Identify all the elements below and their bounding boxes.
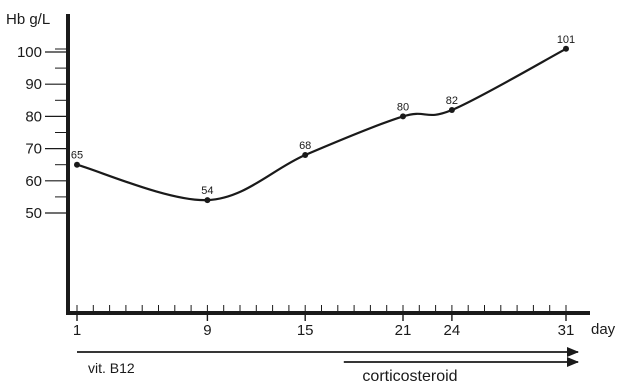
hb-series-line	[76, 47, 567, 202]
y-minor-ticks	[55, 48, 68, 198]
treatment-label: corticosteroid	[362, 368, 457, 384]
x-axis-label: day	[591, 321, 616, 338]
x-tick-label: 9	[203, 322, 211, 339]
y-tick-label: 100	[17, 44, 42, 61]
hb-data-points: 65 54 68 80 82 101	[71, 34, 575, 204]
x-tick-label: 24	[444, 322, 461, 339]
x-tick-label: 1	[73, 322, 81, 339]
data-label: 80	[397, 101, 409, 113]
data-label: 54	[201, 185, 213, 197]
treatment-arrows: vit. B12 corticosteroid	[77, 347, 579, 384]
y-tick-label: 90	[25, 76, 42, 93]
x-tick-label: 15	[297, 322, 314, 339]
x-minor-ticks	[76, 305, 567, 313]
data-point	[448, 106, 455, 113]
data-point	[400, 113, 406, 120]
y-tick-label: 60	[25, 173, 42, 190]
data-point	[74, 161, 80, 168]
y-tick-label: 70	[25, 141, 42, 158]
treatment-label: vit. B12	[88, 360, 135, 376]
x-axis-ticks: 1 9 15 21 24 31	[73, 313, 575, 339]
data-point	[302, 152, 309, 159]
data-label: 65	[71, 150, 83, 162]
data-label: 101	[557, 34, 575, 46]
x-tick-label: 21	[395, 322, 412, 339]
data-label: 68	[299, 140, 311, 152]
y-axis-label: Hb g/L	[6, 11, 50, 28]
y-tick-label: 80	[25, 108, 42, 125]
data-point	[563, 45, 569, 52]
y-tick-label: 50	[25, 205, 42, 222]
x-tick-label: 31	[558, 322, 575, 339]
data-point	[204, 197, 211, 204]
y-axis-ticks: 50 60 70 80 90 100	[17, 44, 68, 222]
data-label: 82	[446, 95, 458, 107]
